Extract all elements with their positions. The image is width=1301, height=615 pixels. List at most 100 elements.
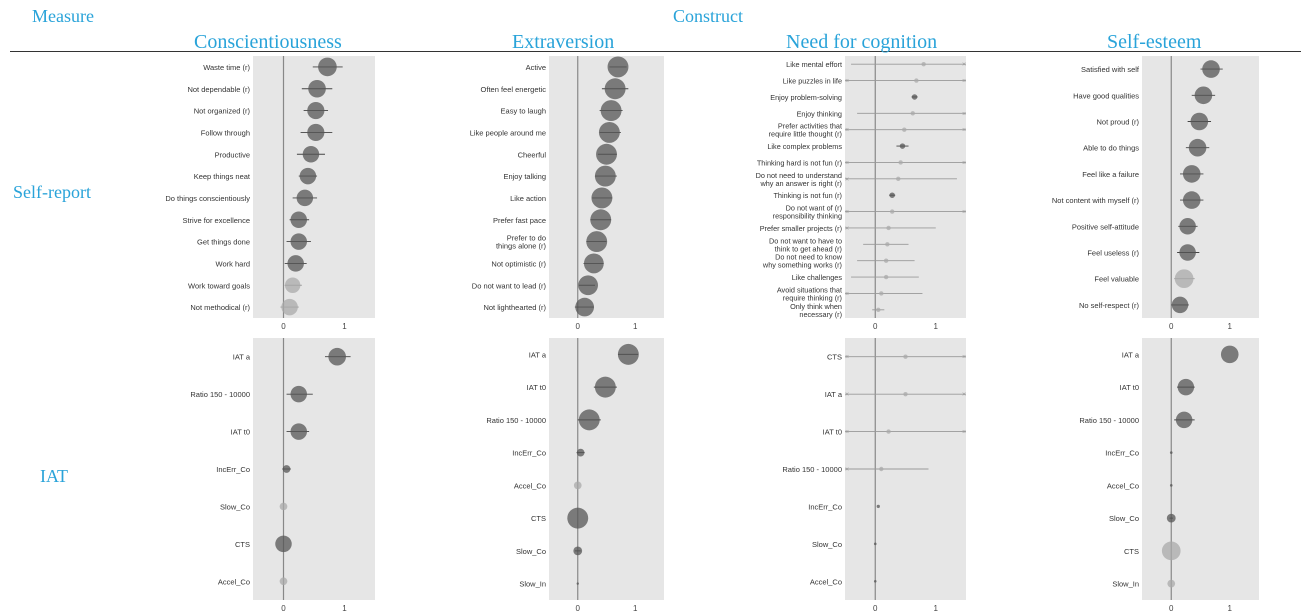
- item-label: Feel valuable: [1094, 275, 1139, 284]
- data-point-keep-things-neat: Keep things neat: [194, 167, 318, 185]
- data-point-do-not-want-responsibility-of-thinking-r: Do not want of (r)responsibility thinkin…: [773, 204, 966, 221]
- x-tick-label: 0: [1169, 604, 1174, 613]
- estimate-point: [883, 274, 889, 280]
- estimate-point: [1182, 191, 1201, 209]
- item-label: Only think when: [790, 302, 842, 311]
- estimate-point: [318, 57, 337, 77]
- item-label: Do not need to understand: [756, 171, 842, 180]
- item-label: Do not want of (r): [786, 204, 842, 213]
- x-tick-label: 1: [633, 322, 638, 331]
- item-label: require little thought (r): [769, 130, 842, 139]
- estimate-point: [302, 146, 320, 163]
- estimate-point: [573, 481, 582, 490]
- item-label: Feel useless (r): [1087, 249, 1139, 258]
- estimate-point: [899, 143, 906, 149]
- data-point-iat-a: IAT a: [529, 343, 639, 365]
- item-label: Like people around me: [470, 128, 546, 137]
- item-label: Do not need to know: [775, 253, 843, 262]
- x-tick-label: 0: [873, 322, 878, 331]
- data-point-accel-co: Accel_Co: [810, 577, 877, 586]
- data-point-not-lighthearted-r: Not lighthearted (r): [483, 297, 595, 317]
- item-label: Accel_Co: [810, 577, 842, 586]
- estimate-point: [889, 192, 895, 198]
- item-label: Not content with myself (r): [1052, 196, 1140, 205]
- estimate-point: [903, 354, 908, 359]
- estimate-point: [1174, 269, 1194, 289]
- data-point-like-mental-effort: Like mental effort ×: [786, 60, 966, 69]
- item-label: Slow_Co: [516, 547, 546, 556]
- data-point-feel-useless-r: Feel useless (r): [1087, 244, 1200, 261]
- data-point-not-methodical-r: Not methodical (r): [190, 298, 299, 316]
- truncation-marker: ×: [845, 354, 849, 361]
- item-label: why an answer is right (r): [759, 179, 842, 188]
- item-label: CTS: [235, 540, 250, 549]
- data-point-iat-t0: IAT t0: [231, 423, 310, 440]
- item-label: IAT a: [1122, 350, 1140, 359]
- item-label: Slow_Co: [1109, 514, 1139, 523]
- item-label: CTS: [1124, 547, 1139, 556]
- data-point-like-complex-problems: Like complex problems: [767, 142, 909, 151]
- truncation-marker: ×: [845, 127, 849, 134]
- item-label: No self-respect (r): [1079, 301, 1140, 310]
- panel-extraversion-self-report: 0 1 Active Often feel energetic Easy to laug…: [470, 56, 664, 331]
- data-point-iat-a: IAT a × ×: [825, 390, 966, 399]
- estimate-point: [598, 121, 620, 143]
- item-label: Ratio 150 - 10000: [782, 465, 842, 474]
- data-point-do-things-conscientiously: Do things conscientiously: [165, 189, 318, 207]
- estimate-point: [1202, 60, 1220, 78]
- x-tick-label: 1: [1228, 604, 1233, 613]
- estimate-point: [287, 255, 304, 272]
- data-point-like-people-around-me: Like people around me: [470, 121, 621, 143]
- item-label: Not proud (r): [1096, 118, 1139, 127]
- item-label: Not methodical (r): [190, 303, 250, 312]
- panel-extraversion-iat: 0 1 IAT a IAT t0 Ratio 150 - 10000 IncErr_Co A…: [486, 338, 664, 613]
- truncation-marker: ×: [845, 392, 849, 399]
- item-label: think to get ahead (r): [775, 244, 842, 253]
- item-label: Enjoy problem-solving: [770, 93, 842, 102]
- estimate-point: [586, 231, 608, 253]
- estimate-point: [885, 242, 890, 247]
- estimate-point: [1194, 86, 1213, 105]
- estimate-point: [600, 100, 622, 122]
- data-point-incerr-co: IncErr_Co: [808, 502, 880, 511]
- item-label: Accel_Co: [1107, 481, 1139, 490]
- item-label: Thinking hard is not fun (r): [757, 158, 842, 167]
- x-tick-label: 0: [873, 604, 878, 613]
- item-label: Able to do things: [1083, 144, 1139, 153]
- item-label: necessary (r): [799, 310, 842, 319]
- estimate-point: [578, 275, 598, 296]
- x-tick-label: 1: [342, 604, 347, 613]
- item-label: Prefer fast pace: [493, 216, 546, 225]
- header-divider: [10, 51, 1301, 52]
- estimate-point: [1166, 513, 1176, 523]
- data-point-strive-for-excellence: Strive for excellence: [182, 211, 310, 228]
- truncation-marker: ×: [962, 160, 966, 167]
- truncation-marker: ×: [962, 111, 966, 118]
- estimate-point: [575, 297, 595, 317]
- panel-self-esteem-self-report: 0 1 Satisfied with self Have good qualities…: [1052, 56, 1259, 331]
- item-label: Enjoy talking: [503, 172, 546, 181]
- item-label: IAT t0: [823, 428, 842, 437]
- item-label: CTS: [827, 353, 842, 362]
- data-point-feel-like-a-failure: Feel like a failure: [1082, 165, 1204, 183]
- estimate-point: [873, 542, 877, 546]
- estimate-point: [296, 189, 314, 207]
- item-label: Get things done: [197, 238, 250, 247]
- item-label: Like mental effort: [786, 60, 842, 69]
- item-label: Positive self-attitude: [1072, 222, 1139, 231]
- estimate-point: [903, 391, 908, 397]
- data-point-follow-through: Follow through: [201, 123, 333, 141]
- estimate-point: [576, 448, 585, 457]
- estimate-point: [308, 79, 326, 98]
- data-point-not-organized-r: Not organized (r): [194, 102, 329, 120]
- data-point-get-things-done: Get things done: [197, 233, 311, 250]
- data-point-satisfied-with-self: Satisfied with self: [1081, 60, 1223, 78]
- estimate-point: [896, 176, 901, 182]
- estimate-point: [876, 504, 880, 509]
- item-label: Often feel energetic: [481, 85, 547, 94]
- truncation-marker: ×: [962, 392, 966, 399]
